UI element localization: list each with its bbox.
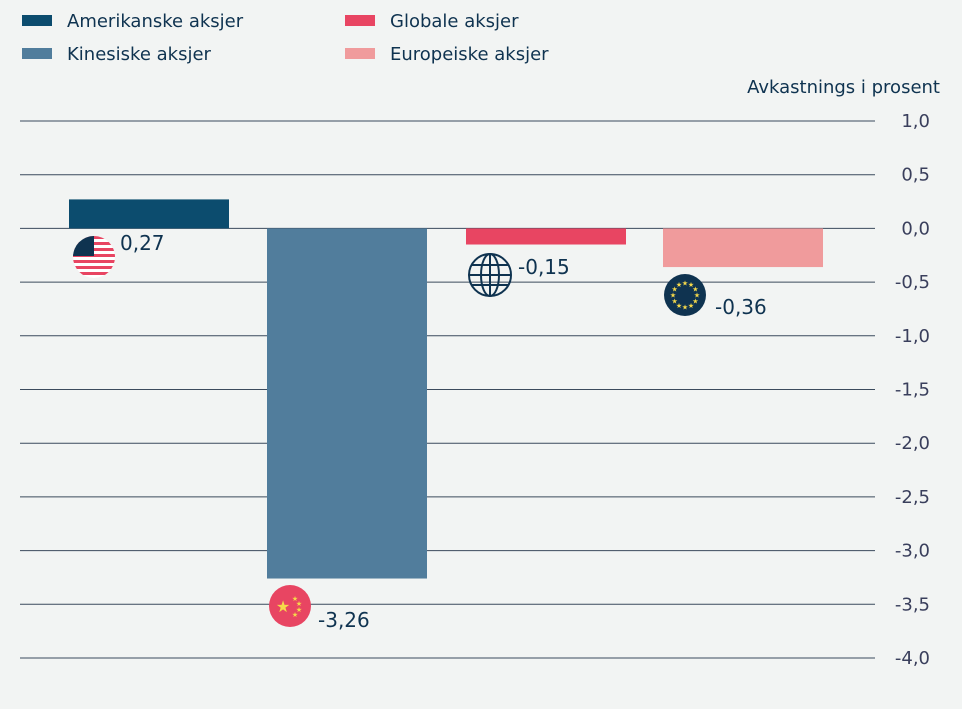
y-tick-label: -1,0 — [895, 326, 930, 347]
svg-text:★: ★ — [292, 595, 298, 603]
y-tick-label: -0,5 — [895, 272, 930, 293]
svg-text:★: ★ — [682, 280, 688, 288]
svg-text:★: ★ — [688, 281, 694, 289]
svg-text:★: ★ — [676, 281, 682, 289]
bar — [663, 228, 823, 268]
y-tick-label: -1,5 — [895, 380, 930, 401]
legend-swatch — [345, 15, 375, 26]
svg-text:★: ★ — [694, 292, 700, 300]
svg-text:★: ★ — [692, 298, 698, 306]
y-axis-label: Avkastnings i prosent — [747, 77, 940, 98]
china-flag-icon: ★ ★★★★ — [269, 585, 311, 627]
legend-swatch — [22, 15, 52, 26]
y-tick-label: -3,0 — [895, 541, 930, 562]
data-label: -3,26 — [318, 608, 370, 632]
legend-swatch — [22, 48, 52, 59]
legend-label: Kinesiske aksjer — [67, 44, 212, 65]
legend-label: Globale aksjer — [390, 11, 519, 32]
y-tick-label: 0,5 — [901, 165, 930, 186]
bar — [466, 228, 626, 245]
svg-text:★: ★ — [296, 606, 302, 614]
svg-text:★: ★ — [292, 611, 298, 619]
svg-text:★: ★ — [671, 286, 677, 294]
y-tick-label: -4,0 — [895, 648, 930, 669]
bar — [69, 199, 229, 229]
svg-text:★: ★ — [276, 597, 290, 616]
data-label: -0,36 — [715, 295, 767, 319]
eu-flag-icon: ★ ★★★★★★★★★★★ — [664, 274, 706, 316]
legend-label: Amerikanske aksjer — [67, 11, 244, 32]
y-tick-label: -2,5 — [895, 487, 930, 508]
svg-text:★: ★ — [676, 302, 682, 310]
y-tick-label: 0,0 — [901, 218, 930, 239]
svg-text:★: ★ — [682, 304, 688, 312]
globe-icon — [468, 253, 512, 297]
y-tick-label: 1,0 — [901, 111, 930, 132]
svg-text:★: ★ — [670, 292, 676, 300]
svg-text:★: ★ — [692, 286, 698, 294]
bar — [267, 228, 427, 579]
legend-swatch — [345, 48, 375, 59]
legend-label: Europeiske aksjer — [390, 44, 549, 65]
us-flag-icon — [73, 236, 115, 278]
svg-text:★: ★ — [296, 600, 302, 608]
y-tick-label: -2,0 — [895, 433, 930, 454]
svg-text:★: ★ — [688, 302, 694, 310]
y-tick-label: -3,5 — [895, 594, 930, 615]
data-label: 0,27 — [120, 231, 165, 255]
svg-text:★: ★ — [671, 298, 677, 306]
data-label: -0,15 — [518, 255, 570, 279]
